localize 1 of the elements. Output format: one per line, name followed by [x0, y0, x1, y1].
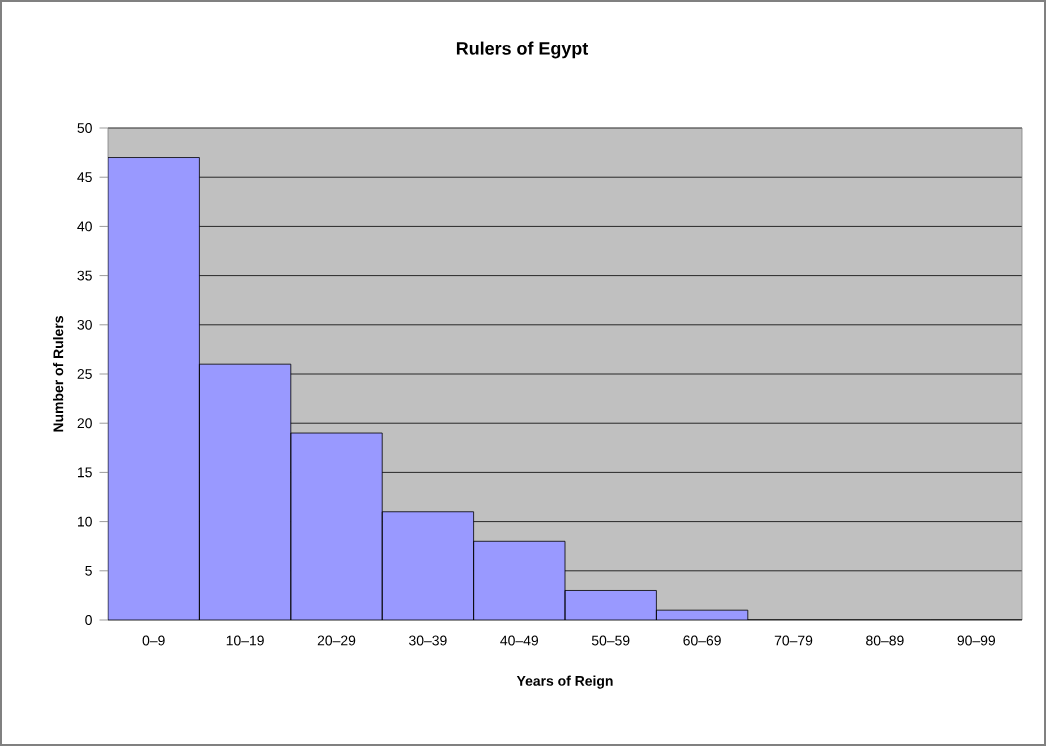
chart-title: Rulers of Egypt	[456, 41, 589, 59]
